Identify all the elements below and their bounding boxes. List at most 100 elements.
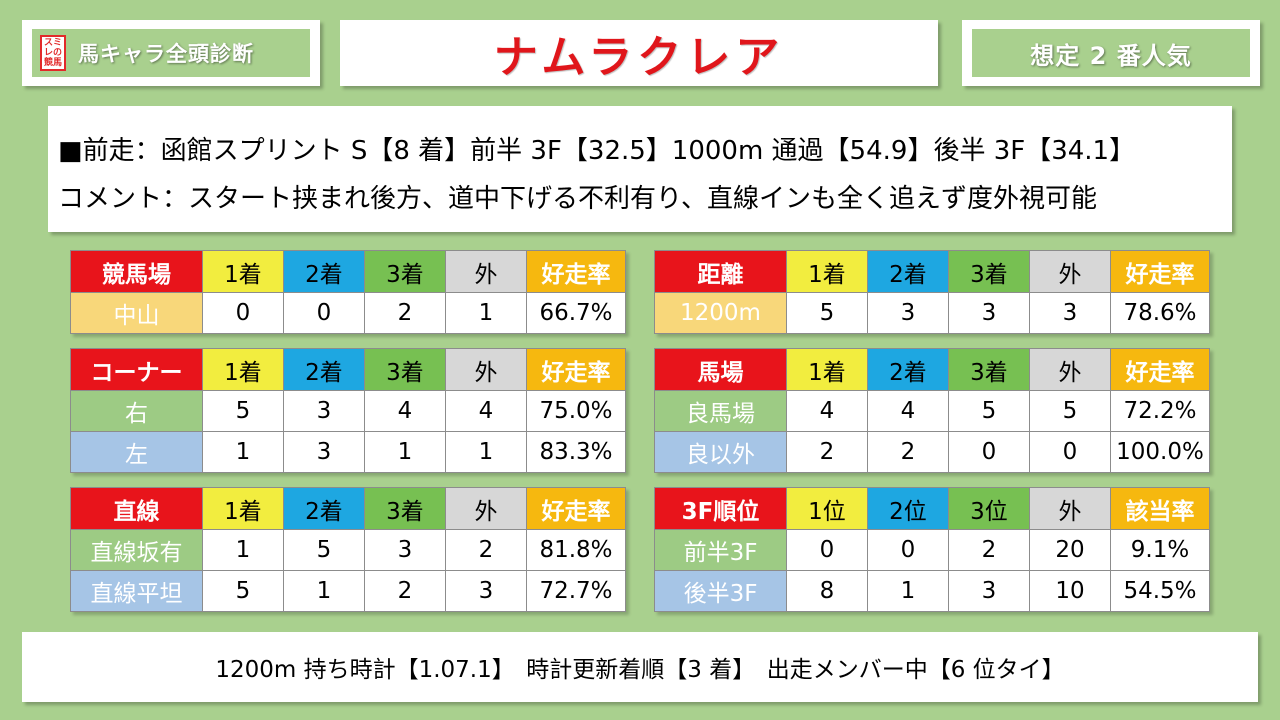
table-row: 良馬場 4 4 5 5 72.2% [654,390,1210,432]
header-cell-category: 距離 [654,250,787,293]
horse-name-panel: ナムラクレア [340,20,938,86]
table-row: 良以外 2 2 0 0 100.0% [654,431,1210,473]
header-cell-first: 1着 [202,348,284,391]
distance-table: 距離 1着 2着 3着 外 好走率 1200m 5 3 3 3 78.6% [654,250,1210,334]
cell-first: 8 [786,570,868,612]
header-cell-second: 2着 [867,348,949,391]
row-label: 1200m [654,292,787,334]
header-cell-category: 馬場 [654,348,787,391]
header-cell-second: 2着 [283,348,365,391]
cell-other: 3 [1029,292,1111,334]
cell-third: 3 [364,529,446,571]
cell-third: 3 [948,570,1030,612]
cell-other: 5 [1029,390,1111,432]
cell-first: 1 [202,529,284,571]
cell-third: 2 [948,529,1030,571]
cell-other: 20 [1029,529,1111,571]
cell-first: 0 [202,292,284,334]
header-cell-third: 3位 [948,487,1030,530]
cell-rate: 9.1% [1110,529,1210,571]
header-cell-other: 外 [445,487,527,530]
popularity-panel: 想定 2 番人気 [962,20,1260,86]
cell-first: 4 [786,390,868,432]
header-cell-third: 3着 [364,487,446,530]
cell-second: 5 [283,529,365,571]
header-cell-other: 外 [1029,487,1111,530]
cell-rate: 78.6% [1110,292,1210,334]
cell-other: 3 [445,570,527,612]
cell-third: 2 [364,292,446,334]
cell-rate: 72.7% [526,570,626,612]
row-label: 前半3F [654,529,787,571]
best-time-panel: 1200m 持ち時計【1.07.1】 時計更新着順【3 着】 出走メンバー中【6… [22,632,1258,702]
cell-second: 2 [867,431,949,473]
row-label: 良馬場 [654,390,787,432]
cell-other: 1 [445,431,527,473]
header-cell-other: 外 [445,348,527,391]
table-header-row: 馬場 1着 2着 3着 外 好走率 [654,348,1210,391]
table-header-row: 競馬場 1着 2着 3着 外 好走率 [70,250,626,293]
header-cell-third: 3着 [364,348,446,391]
row-label: 左 [70,431,203,473]
cell-third: 3 [948,292,1030,334]
header-cell-third: 3着 [364,250,446,293]
header-cell-first: 1着 [786,250,868,293]
header-cell-rate: 該当率 [1110,487,1210,530]
cell-second: 3 [283,390,365,432]
header-cell-first: 1着 [202,250,284,293]
row-label: 直線平坦 [70,570,203,612]
popularity-label: 想定 2 番人気 [1030,41,1192,70]
cell-first: 5 [202,570,284,612]
cell-third: 1 [364,431,446,473]
header-cell-rate: 好走率 [526,348,626,391]
corner-table: コーナー 1着 2着 3着 外 好走率 右 5 3 4 4 75.0% 左 1 … [70,348,626,473]
header-cell-first: 1位 [786,487,868,530]
header-cell-rate: 好走率 [526,250,626,293]
header-cell-first: 1着 [202,487,284,530]
header-cell-category: 直線 [70,487,203,530]
header-left-panel: スミ レの 競馬 馬キャラ全頭診断 [22,20,320,86]
header-cell-category: 3F順位 [654,487,787,530]
cell-second: 0 [867,529,949,571]
cell-rate: 54.5% [1110,570,1210,612]
cell-first: 5 [786,292,868,334]
header-cell-rate: 好走率 [1110,348,1210,391]
cell-third: 2 [364,570,446,612]
last-race-result: ■前走：函館スプリント S【8 着】前半 3F【32.5】1000m 通過【54… [58,136,1136,166]
horse-name: ナムラクレア [493,32,785,83]
header-cell-second: 2着 [283,487,365,530]
header-cell-second: 2着 [867,250,949,293]
header-cell-other: 外 [445,250,527,293]
cell-third: 4 [364,390,446,432]
table-row: 後半3F 8 1 3 10 54.5% [654,570,1210,612]
header-cell-third: 3着 [948,348,1030,391]
header-cell-rate: 好走率 [526,487,626,530]
table-header-row: コーナー 1着 2着 3着 外 好走率 [70,348,626,391]
table-row: 中山 0 0 2 1 66.7% [70,292,626,334]
cell-rate: 72.2% [1110,390,1210,432]
row-label: 直線坂有 [70,529,203,571]
cell-second: 4 [867,390,949,432]
rank-3f-table: 3F順位 1位 2位 3位 外 該当率 前半3F 0 0 2 20 9.1% 後… [654,487,1210,612]
table-header-row: 距離 1着 2着 3着 外 好走率 [654,250,1210,293]
cell-other: 0 [1029,431,1111,473]
cell-other: 1 [445,292,527,334]
best-time-summary: 1200m 持ち時計【1.07.1】 時計更新着順【3 着】 出走メンバー中【6… [215,657,1065,683]
header-cell-second: 2位 [867,487,949,530]
cell-third: 0 [948,431,1030,473]
cell-rate: 83.3% [526,431,626,473]
header-cell-rate: 好走率 [1110,250,1210,293]
table-row: 右 5 3 4 4 75.0% [70,390,626,432]
table-header-row: 直線 1着 2着 3着 外 好走率 [70,487,626,530]
header-cell-category: コーナー [70,348,203,391]
row-label: 中山 [70,292,203,334]
course-table: 競馬場 1着 2着 3着 外 好走率 中山 0 0 2 1 66.7% [70,250,626,334]
cell-rate: 100.0% [1110,431,1210,473]
cell-rate: 66.7% [526,292,626,334]
header-cell-third: 3着 [948,250,1030,293]
cell-second: 3 [867,292,949,334]
sumire-logo: スミ レの 競馬 [40,35,66,71]
cell-second: 1 [867,570,949,612]
row-label: 後半3F [654,570,787,612]
row-label: 良以外 [654,431,787,473]
